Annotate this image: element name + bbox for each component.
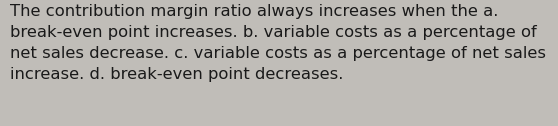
Text: The contribution margin ratio always increases when the a.
break-even point incr: The contribution margin ratio always inc… xyxy=(10,4,546,82)
